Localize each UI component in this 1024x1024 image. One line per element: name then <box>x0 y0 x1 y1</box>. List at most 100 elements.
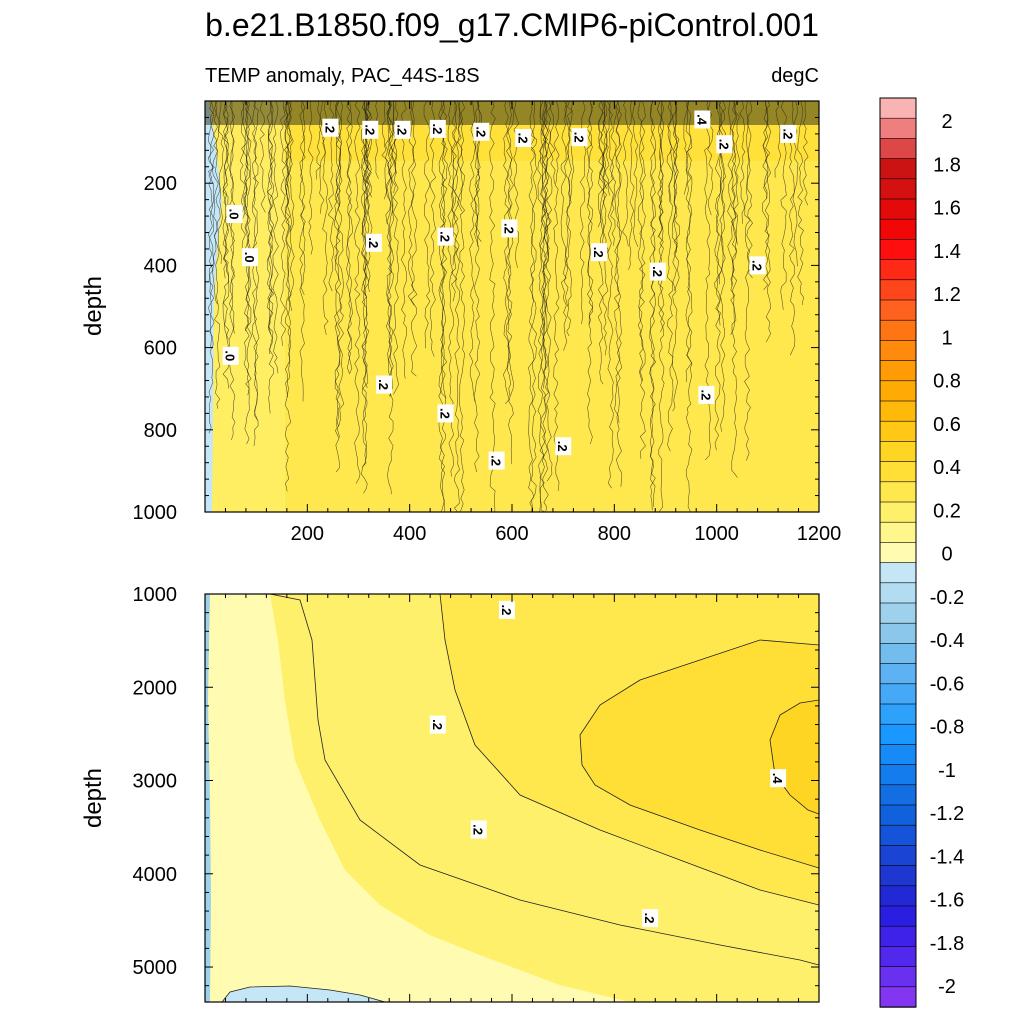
svg-text:.2: .2 <box>515 133 530 144</box>
colorbar-label: -2 <box>938 976 956 998</box>
colorbar-swatch <box>879 723 917 746</box>
contour-line <box>208 101 215 348</box>
contour-line <box>392 101 399 395</box>
colorbar-label: -0.4 <box>930 630 964 652</box>
svg-text:.2: .2 <box>376 379 391 390</box>
x-tick-label: 600 <box>495 523 528 545</box>
svg-text:.2: .2 <box>501 223 516 234</box>
contour-label: .2 <box>649 262 666 281</box>
colorbar-label: 0.2 <box>933 500 961 522</box>
colorbar-swatch <box>879 178 917 200</box>
colorbar-swatch <box>879 97 917 119</box>
contour-line <box>429 101 437 357</box>
contour-line <box>361 101 369 468</box>
contour-line <box>658 101 665 333</box>
contour-line <box>553 101 560 492</box>
contour-line <box>410 101 418 377</box>
svg-text:.2: .2 <box>438 231 453 242</box>
contour-label: .0 <box>222 346 239 365</box>
contour-line <box>731 101 738 478</box>
contour-line <box>685 101 693 512</box>
contour-line <box>541 101 548 370</box>
lower-contour-lines <box>221 594 819 1002</box>
contour-line <box>222 101 229 279</box>
contour-line <box>361 101 368 494</box>
contour-line <box>266 101 274 335</box>
y-tick-label: 3000 <box>133 771 178 793</box>
svg-text:.2: .2 <box>438 408 453 419</box>
svg-text:.2: .2 <box>362 124 377 135</box>
colorbar-swatch <box>879 198 917 220</box>
colorbar-label: -1.2 <box>930 803 964 825</box>
svg-text:.2: .2 <box>395 124 410 135</box>
lower-plot-area: .2 .2 .2 .2 .4 <box>205 594 819 1002</box>
svg-text:.2: .2 <box>499 604 514 615</box>
x-tick-label: 800 <box>598 523 631 545</box>
colorbar-swatch <box>879 441 917 463</box>
contour-line <box>400 101 408 379</box>
contour-line <box>671 101 678 412</box>
colorbar-swatch <box>879 279 917 301</box>
svg-text:.2: .2 <box>650 266 665 277</box>
contour-line <box>586 101 594 445</box>
contour-line <box>346 101 353 374</box>
colorbar-swatch <box>879 319 917 342</box>
upper-contour-labels: .2 .2 .2 .2 .2 .2 .2 .4 .2 .2 .0 .0 .2 .2 .2 .2 .2 .2 .0 .2… <box>222 110 797 470</box>
colorbar-swatch <box>879 643 917 665</box>
contour-line <box>307 101 314 255</box>
svg-text:.2: .2 <box>471 824 486 835</box>
colorbar-swatch <box>879 602 917 624</box>
svg-text:.2: .2 <box>716 139 731 150</box>
contour-line <box>473 101 481 473</box>
contour-line <box>610 101 617 246</box>
contour-line <box>243 101 251 445</box>
contour-line <box>241 101 248 258</box>
contour-label: .2 <box>488 451 505 470</box>
contour-line <box>727 101 734 286</box>
contour-label: .4 <box>770 769 787 788</box>
contour-line <box>537 101 544 512</box>
colorbar-swatch <box>879 986 917 1008</box>
svg-text:.2: .2 <box>572 132 587 143</box>
colorbar-swatch <box>879 340 917 362</box>
contour-line <box>733 101 740 245</box>
contour-line <box>272 101 279 374</box>
contour-line <box>658 101 665 512</box>
contour-line <box>587 101 594 325</box>
contour-label: .0 <box>242 248 258 267</box>
colorbar-label: 1.4 <box>933 241 961 263</box>
y-tick-label: 1000 <box>133 502 178 524</box>
contour-line <box>564 101 571 307</box>
contour-label: .2 <box>365 233 382 252</box>
colorbar-swatch <box>879 865 917 887</box>
svg-text:.2: .2 <box>366 237 381 248</box>
colorbar-swatch <box>879 905 917 927</box>
contour-label: .2 <box>571 128 588 147</box>
upper-axis-ticks: 200 400 600 800 1000 1200 200 400 600 800 1000 <box>133 100 841 545</box>
contour-line <box>288 101 295 311</box>
contour-line <box>628 101 635 271</box>
contour-line <box>718 101 725 285</box>
colorbar-label: -1.6 <box>930 890 964 912</box>
contour-line <box>764 101 772 343</box>
svg-text:.2: .2 <box>430 123 445 134</box>
colorbar-label: 1.6 <box>933 198 961 220</box>
colorbar-swatch <box>879 744 917 766</box>
contour-label: .2 <box>429 715 446 734</box>
x-tick-label: 1000 <box>694 523 739 545</box>
colorbar-label: 1.2 <box>933 284 961 306</box>
contour-line <box>746 101 753 279</box>
contour-line <box>387 101 394 495</box>
colorbar-swatch <box>879 784 917 806</box>
contour-line <box>354 101 361 484</box>
contour-line <box>337 101 345 427</box>
colorbar-label: -1.8 <box>930 933 964 955</box>
lower-axis-ticks: 1000 2000 3000 4000 5000 <box>133 584 820 1002</box>
lower-contour-region-0.4 <box>580 640 819 868</box>
contour-line <box>299 101 306 402</box>
contour-line <box>789 101 796 356</box>
colorbar-swatch <box>879 683 917 705</box>
svg-text:.2: .2 <box>555 441 570 452</box>
svg-text:.2: .2 <box>780 128 795 139</box>
